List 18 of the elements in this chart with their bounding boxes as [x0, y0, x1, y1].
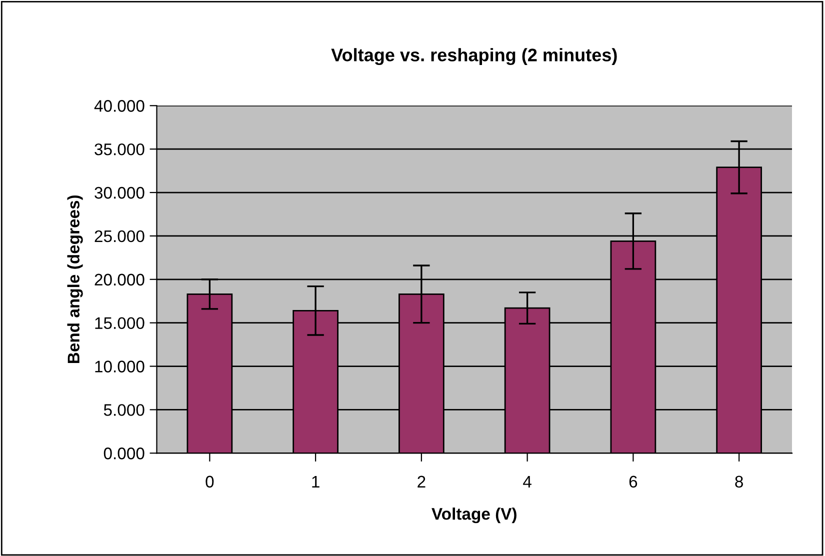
x-tick-label: 6	[629, 476, 638, 488]
chart-title: Voltage vs. reshaping (2 minutes)	[331, 48, 617, 66]
y-tick-label: 35.000	[94, 143, 144, 156]
x-tick-label: 1	[312, 476, 320, 488]
y-tick-label: 15.000	[95, 317, 144, 330]
x-tick-label: 4	[523, 476, 532, 488]
x-tick-label: 2	[418, 476, 426, 488]
y-axis-title: Bend angle (degrees)	[67, 195, 83, 364]
x-axis-title: Voltage (V)	[432, 508, 516, 524]
x-tick-label: 8	[735, 476, 743, 488]
y-tick-label: 40.000	[94, 100, 144, 112]
y-tick-label: 10.000	[95, 360, 144, 372]
y-tick-label: 0.000	[104, 448, 144, 460]
y-tick-label: 5.000	[104, 404, 144, 416]
x-tick-label: 0	[206, 476, 214, 488]
y-tick-label: 20.000	[94, 274, 144, 286]
y-tick-label: 25.000	[94, 230, 144, 242]
y-tick-label: 30.000	[94, 186, 144, 199]
